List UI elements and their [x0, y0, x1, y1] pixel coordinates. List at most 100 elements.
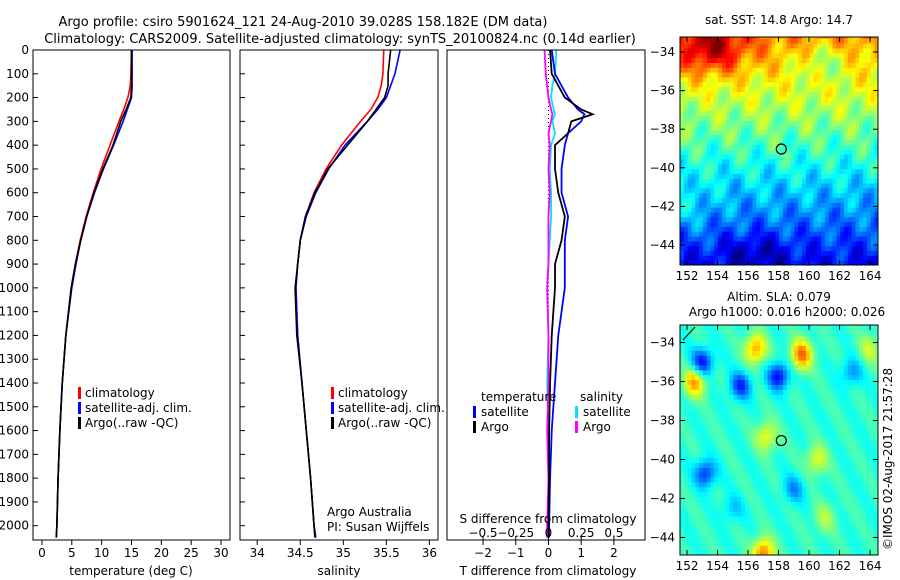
map-cell — [687, 506, 692, 512]
map-cell — [699, 86, 704, 92]
map-cell — [859, 525, 864, 532]
map-cell — [760, 525, 765, 532]
map-cell — [813, 38, 818, 44]
map-cell — [721, 202, 727, 208]
map-cell — [775, 81, 780, 88]
map-cell — [836, 57, 841, 63]
map-cell — [798, 38, 803, 44]
map-cell — [782, 57, 788, 63]
map-cell — [771, 423, 776, 429]
map-cell — [824, 76, 830, 83]
map-cell — [748, 236, 753, 242]
map-cell — [874, 134, 879, 141]
map-cell — [714, 72, 719, 78]
map-cell — [832, 245, 837, 252]
map-cell — [813, 43, 818, 49]
map-cell — [683, 535, 689, 541]
map-cell — [752, 550, 757, 556]
map-cell — [752, 47, 757, 54]
map-cell — [790, 154, 795, 160]
map-cell — [752, 129, 757, 136]
map-cell — [805, 105, 811, 112]
map-cell — [687, 216, 692, 223]
map-cell — [733, 183, 738, 189]
map-cell — [821, 62, 826, 68]
map-cell — [874, 149, 879, 155]
map-cell — [691, 477, 696, 483]
map-cell — [699, 125, 704, 131]
map-cell — [794, 330, 799, 337]
map-cell — [702, 462, 708, 468]
map-cell — [794, 335, 799, 342]
map-cell — [756, 350, 761, 356]
map-cell — [710, 81, 715, 88]
map-cell — [680, 260, 685, 266]
map-cell — [851, 477, 856, 483]
map-cell — [866, 216, 872, 223]
map-cell — [729, 408, 734, 415]
map-cell — [786, 481, 792, 488]
map-cell — [718, 442, 723, 449]
map-cell — [851, 202, 856, 208]
map-cell — [691, 216, 696, 223]
map-cell — [855, 340, 860, 346]
map-cell — [737, 364, 742, 371]
map-cell — [802, 472, 807, 478]
map-cell — [821, 110, 826, 117]
map-cell — [809, 197, 814, 203]
map-cell — [767, 511, 773, 517]
map-cell — [729, 168, 734, 174]
map-cell — [733, 501, 738, 507]
map-cell — [683, 81, 689, 88]
map-cell — [805, 101, 811, 107]
map-cell — [802, 183, 807, 189]
map-cell — [706, 423, 712, 429]
map-cell — [721, 255, 727, 261]
map-cell — [691, 540, 696, 546]
map-cell — [821, 438, 826, 444]
map-cell — [771, 472, 776, 478]
map-cell — [802, 438, 807, 444]
map-cell — [733, 178, 738, 184]
map-cell — [805, 129, 811, 136]
map-cell — [817, 418, 822, 424]
map-cell — [737, 154, 742, 160]
map-cell — [763, 202, 769, 208]
map-cell — [775, 550, 780, 556]
map-cell — [687, 501, 692, 507]
map-cell — [798, 101, 803, 107]
map-cell — [866, 76, 872, 83]
map-cell — [695, 168, 700, 174]
map-cell — [866, 139, 872, 145]
map-cell — [741, 428, 746, 434]
map-cell — [687, 211, 692, 218]
map-cell — [786, 81, 792, 88]
map-cell — [855, 325, 860, 332]
map-cell — [863, 76, 868, 83]
map-cell — [817, 496, 822, 502]
map-cell — [805, 364, 811, 371]
map-cell — [798, 245, 803, 252]
map-cell — [782, 355, 788, 361]
map-cell — [756, 452, 761, 459]
map-cell — [855, 364, 860, 371]
map-cell — [794, 384, 799, 390]
map-cell — [729, 501, 734, 507]
map-cell — [752, 340, 757, 346]
map-cell — [752, 525, 757, 532]
map-cell — [725, 255, 731, 261]
map-cell — [847, 535, 853, 541]
map-cell — [779, 120, 784, 126]
legend-heading-temperature: temperature — [481, 390, 556, 404]
map-cell — [683, 226, 689, 232]
map-cell — [718, 129, 723, 136]
map-cell — [840, 447, 845, 454]
map-cell — [741, 364, 746, 371]
legend-heading-salinity: salinity — [580, 390, 623, 404]
map-cell — [813, 428, 818, 434]
map-cell — [790, 520, 795, 527]
map-cell — [702, 447, 708, 454]
map-cell — [680, 355, 685, 361]
map-cell — [729, 516, 734, 522]
map-cell — [840, 325, 845, 332]
